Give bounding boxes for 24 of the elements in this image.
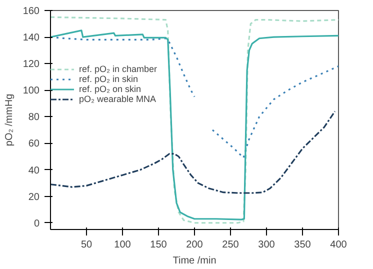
x-tick-label: 350	[294, 240, 312, 250]
y-tick-label: 120	[22, 59, 40, 70]
legend-label: pO₂ wearable MNA	[79, 94, 156, 104]
y-tick-label: 100	[22, 86, 40, 97]
line-series	[50, 110, 336, 194]
y-tick-label: 40	[28, 165, 40, 176]
x-tick-label: 400	[330, 240, 348, 250]
y-tick-label: 160	[22, 6, 40, 17]
x-tick-label: 100	[114, 240, 132, 250]
x-tick-label: 250	[222, 240, 240, 250]
x-axis-title: Time /min	[172, 256, 216, 266]
x-tick-label: 200	[186, 240, 204, 250]
x-tick-label: 50	[80, 240, 92, 250]
legend-label: ref. pO₂ on skin	[79, 84, 142, 94]
y-tick-label: 140	[22, 32, 40, 44]
x-tick-label: 300	[258, 240, 276, 250]
y-tick-label: 60	[28, 138, 40, 150]
y-tick-label: 20	[28, 192, 40, 203]
legend-label: ref. pO₂ in chamber	[79, 64, 158, 74]
x-tick-label: 150	[150, 240, 168, 250]
legend-label: ref. pO₂ in skin	[79, 74, 138, 84]
y-tick-label: 0	[34, 218, 40, 230]
y-tick-label: 80	[28, 112, 40, 124]
y-axis-title: pO₂ /mmHg	[4, 94, 15, 146]
